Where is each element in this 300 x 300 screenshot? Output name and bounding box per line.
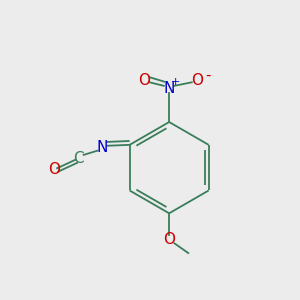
Text: O: O (163, 232, 175, 247)
Text: O: O (191, 73, 203, 88)
Text: +: + (171, 77, 180, 87)
Text: O: O (48, 162, 60, 177)
Text: O: O (138, 73, 150, 88)
Text: N: N (97, 140, 108, 155)
Text: C: C (73, 151, 84, 166)
Text: -: - (206, 68, 211, 83)
Text: N: N (164, 81, 175, 96)
